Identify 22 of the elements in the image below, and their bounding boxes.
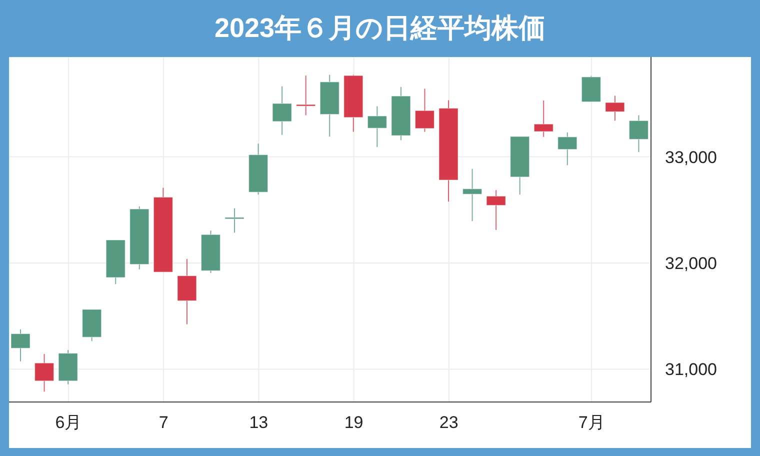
y-tick-label: 32,000 (665, 254, 717, 273)
y-tick-label: 31,000 (665, 360, 717, 380)
candlestick (558, 132, 578, 166)
candlestick (605, 95, 625, 122)
x-tick-label: 13 (249, 413, 268, 432)
candlestick (486, 190, 506, 230)
chart-title: 2023年６月の日経平均株価 (213, 12, 547, 45)
x-tick-label: 7月 (578, 413, 605, 432)
x-tick-label: 19 (344, 413, 364, 432)
candlestick (272, 86, 292, 136)
y-tick-label: 33,000 (665, 148, 717, 167)
candlestick (367, 106, 387, 148)
candlestick (34, 353, 54, 392)
candlestick (534, 100, 554, 138)
candlestick (296, 75, 316, 116)
candlestick (414, 88, 435, 132)
candlestick (224, 208, 244, 234)
candlestick (628, 114, 649, 153)
x-tick-label: 6月 (55, 413, 82, 432)
x-tick-label: 7 (158, 413, 168, 432)
x-tick-label: 23 (439, 413, 458, 432)
candlestick (462, 168, 482, 222)
